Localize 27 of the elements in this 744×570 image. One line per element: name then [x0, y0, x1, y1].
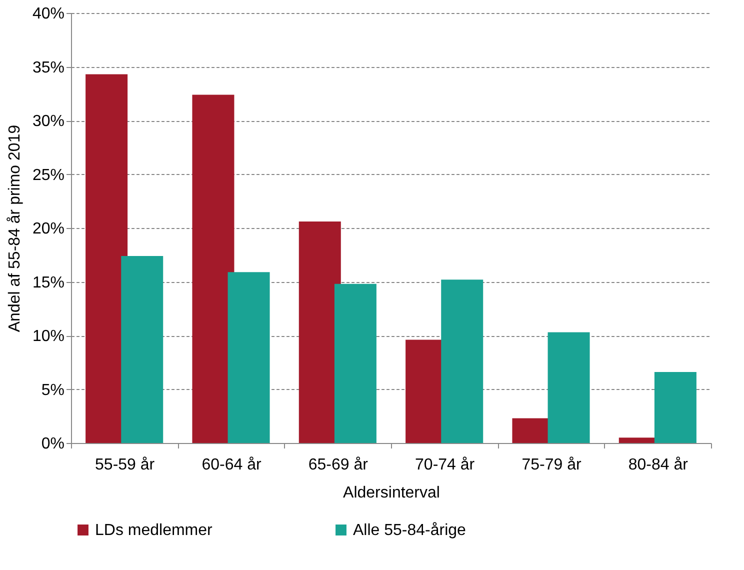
bar: [654, 372, 696, 443]
y-tick-label: 0%: [41, 436, 64, 452]
bar: [334, 284, 376, 443]
bar: [192, 94, 234, 443]
x-tick-label: 55-59 år: [95, 456, 156, 474]
y-tick-label: 10%: [32, 328, 64, 345]
x-tick-label: 70-74 år: [415, 456, 476, 474]
x-tick-label: 80-84 år: [628, 456, 689, 474]
bar: [548, 332, 590, 443]
y-tick-label: 25%: [32, 166, 64, 184]
y-axis-title: Andel af 55-84 år primo 2019: [6, 124, 24, 332]
bar: [86, 74, 128, 443]
y-tick-label: 40%: [32, 6, 64, 22]
legend-label: LDs medlemmer: [95, 522, 214, 539]
legend-label: Alle 55-84-årige: [353, 522, 466, 539]
y-tick-label: 30%: [32, 113, 64, 130]
y-tick-label: 35%: [32, 59, 64, 76]
x-tick-label: 65-69 år: [308, 456, 369, 474]
y-tick-label: 5%: [41, 382, 64, 399]
x-tick-label: 75-79 år: [522, 456, 582, 474]
bar: [441, 280, 484, 443]
x-tick-label: 60-64 år: [202, 456, 262, 474]
x-axis-title: Aldersinterval: [343, 484, 440, 502]
y-tick-label: 15%: [32, 274, 64, 292]
y-tick-label: 20%: [32, 220, 64, 238]
bar: [121, 256, 164, 443]
bar: [228, 272, 270, 443]
